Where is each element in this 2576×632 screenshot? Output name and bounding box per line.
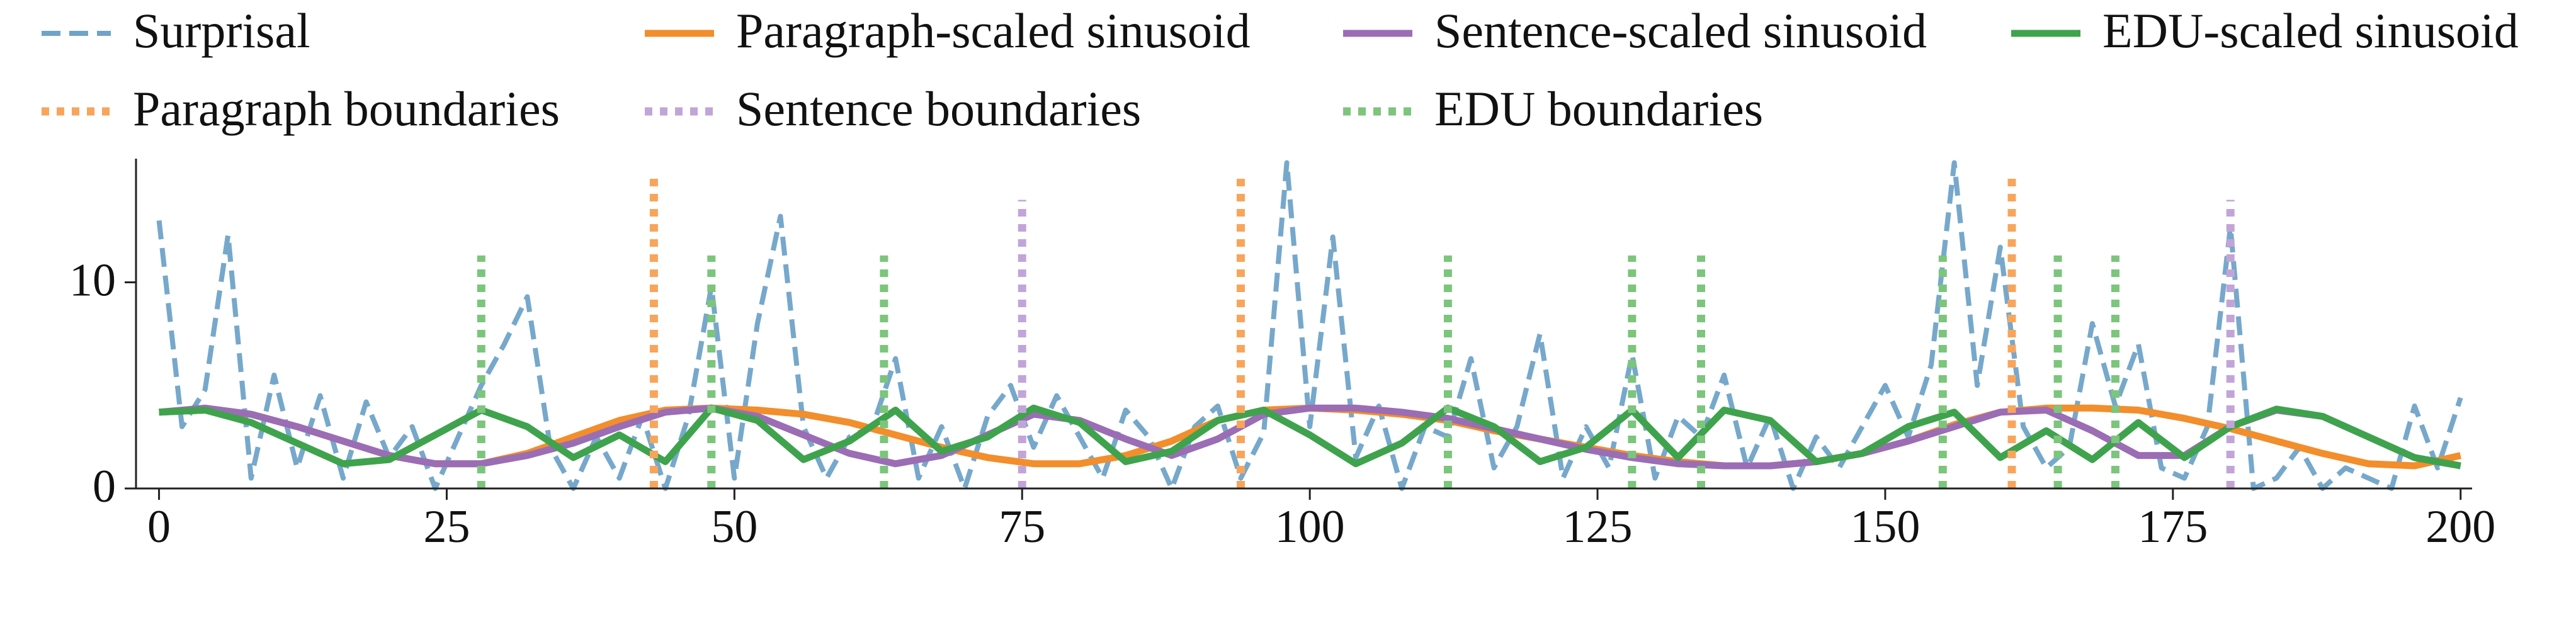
- x-tick-label: 50: [711, 501, 757, 553]
- x-tick-label: 175: [2138, 501, 2208, 553]
- y-tick-label: 0: [93, 461, 116, 512]
- legend-item: Paragraph boundaries: [42, 81, 560, 136]
- legend-item: Sentence-scaled sinusoid: [1343, 3, 1927, 58]
- legend-item: EDU boundaries: [1343, 81, 1763, 136]
- x-tick-label: 0: [147, 501, 171, 553]
- legend-item: Paragraph-scaled sinusoid: [645, 3, 1251, 58]
- legend-item: EDU-scaled sinusoid: [2011, 3, 2519, 58]
- x-tick-label: 125: [1563, 501, 1633, 553]
- legend-label: EDU boundaries: [1434, 81, 1763, 136]
- legend-label: Sentence boundaries: [736, 81, 1141, 136]
- legend-label: EDU-scaled sinusoid: [2102, 3, 2519, 58]
- legend-item: Sentence boundaries: [645, 81, 1141, 136]
- legend-label: Paragraph boundaries: [133, 81, 560, 136]
- x-tick-label: 25: [423, 501, 470, 553]
- x-tick-label: 200: [2426, 501, 2495, 553]
- legend-label: Paragraph-scaled sinusoid: [736, 3, 1251, 58]
- legend-label: Sentence-scaled sinusoid: [1434, 3, 1927, 58]
- y-tick-label: 10: [69, 254, 116, 306]
- x-tick-label: 100: [1275, 501, 1345, 553]
- legend-item: Surprisal: [42, 3, 310, 58]
- series-line: [159, 404, 2461, 470]
- series-line: [159, 404, 2461, 470]
- legend-label: Surprisal: [133, 3, 310, 58]
- x-tick-label: 75: [999, 501, 1045, 553]
- x-tick-label: 150: [1850, 501, 1920, 553]
